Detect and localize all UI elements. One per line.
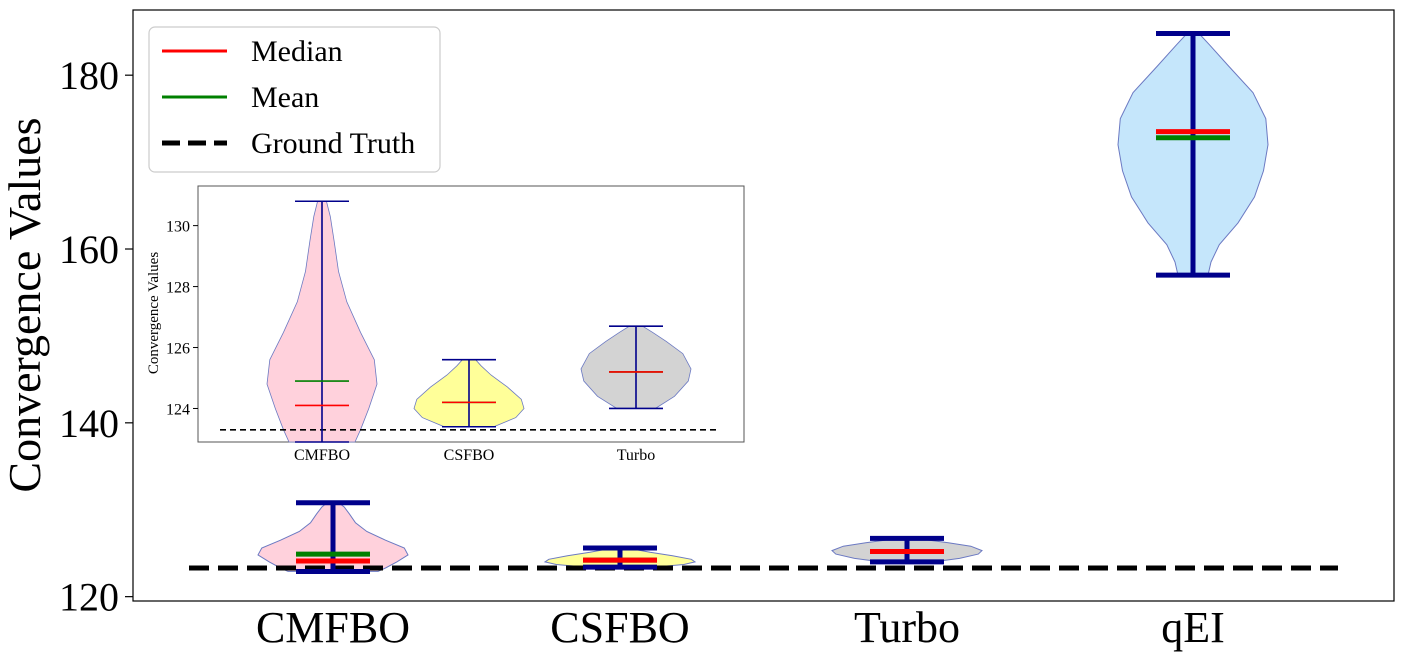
- inset-x-tick-labels: CMFBO CSFBO Turbo: [294, 447, 655, 464]
- inset-stat-lines: [295, 200, 663, 443]
- inset-x-tick-label: CSFBO: [444, 447, 495, 464]
- main-plot-frame: [132, 9, 1395, 602]
- x-tick-label: CSFBO: [550, 603, 689, 652]
- y-tick-label: 120: [59, 575, 119, 620]
- y-tick-label: 180: [59, 53, 119, 98]
- inset-y-ticks: 124 126 128 130: [166, 219, 198, 418]
- inset-chart: 124 126 128 130 CMFBO CSFBO Turbo Convergence…: [146, 185, 745, 464]
- main-x-tick-labels: CMFBO CSFBO Turbo qEI: [256, 603, 1225, 652]
- x-tick-label: CMFBO: [256, 603, 410, 652]
- y-axis-label: Convergence Values: [0, 117, 50, 492]
- main-stat-lines: [296, 30, 1230, 574]
- legend-label: Mean: [251, 81, 319, 114]
- inset-y-axis-label: Convergence Values: [146, 252, 162, 374]
- legend: Median Mean Ground Truth: [148, 26, 441, 173]
- legend-label: Ground Truth: [251, 127, 415, 160]
- main-y-ticks: 120 140 160 180: [59, 53, 133, 620]
- x-tick-label: qEI: [1161, 603, 1225, 652]
- inset-y-tick-label: 128: [166, 280, 190, 297]
- inset-y-tick-label: 126: [166, 341, 190, 358]
- x-tick-label: Turbo: [854, 603, 960, 652]
- legend-label: Median: [251, 35, 343, 68]
- legend-box: [148, 26, 441, 173]
- inset-x-tick-label: CMFBO: [294, 447, 350, 464]
- inset-y-tick-label: 130: [166, 219, 190, 236]
- inset-x-tick-label: Turbo: [617, 447, 656, 464]
- y-tick-label: 160: [59, 227, 119, 272]
- y-tick-label: 140: [59, 401, 119, 446]
- inset-y-tick-label: 124: [166, 401, 190, 418]
